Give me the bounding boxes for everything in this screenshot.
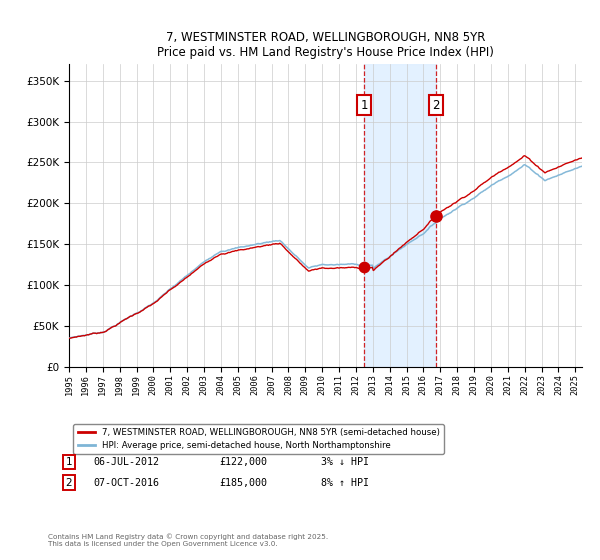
Point (359, 263, 369, 272)
Text: 3% ↓ HPI: 3% ↓ HPI (321, 457, 369, 467)
Point (431, 211, 441, 220)
Text: Contains HM Land Registry data © Crown copyright and database right 2025.
This d: Contains HM Land Registry data © Crown c… (48, 533, 328, 547)
Text: 1: 1 (65, 457, 73, 467)
Text: 06-JUL-2012: 06-JUL-2012 (93, 457, 159, 467)
Text: 8% ↑ HPI: 8% ↑ HPI (321, 478, 369, 488)
Text: 07-OCT-2016: 07-OCT-2016 (93, 478, 159, 488)
Text: 2: 2 (65, 478, 73, 488)
Text: £122,000: £122,000 (219, 457, 267, 467)
Title: 7, WESTMINSTER ROAD, WELLINGBOROUGH, NN8 5YR
Price paid vs. HM Land Registry's H: 7, WESTMINSTER ROAD, WELLINGBOROUGH, NN8… (157, 31, 494, 59)
Legend: 7, WESTMINSTER ROAD, WELLINGBOROUGH, NN8 5YR (semi-detached house), HPI: Average: 7, WESTMINSTER ROAD, WELLINGBOROUGH, NN8… (73, 424, 444, 454)
Text: 2: 2 (432, 99, 440, 112)
Text: £185,000: £185,000 (219, 478, 267, 488)
Bar (364, 64, 436, 367)
Text: 1: 1 (361, 99, 368, 112)
